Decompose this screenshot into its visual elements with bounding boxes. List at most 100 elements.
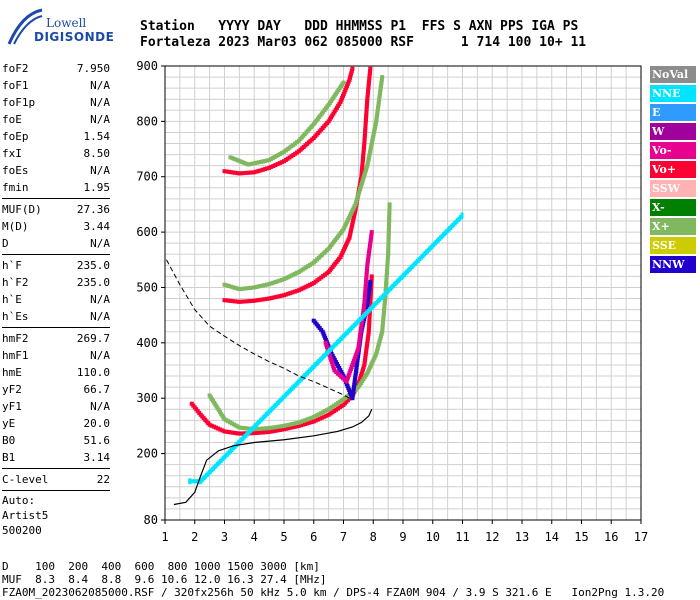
ionogram-trace-point [364,112,369,117]
ionogram-trace-point [366,252,371,257]
x-tick-label: 3 [221,530,228,544]
ionogram-trace-point [363,354,368,359]
param-label: h`E [2,293,22,306]
ionogram-trace-point [356,346,361,351]
param-label: yF1 [2,400,22,413]
ionogram-trace-point [349,68,354,73]
ionogram-trace-point [347,77,352,82]
param-value: N/A [90,293,110,306]
ionogram-trace-point [342,89,347,94]
ionogram-trace-point [301,418,306,423]
ionogram-trace-point [366,254,371,259]
ionogram-trace-point [365,297,370,302]
ionogram-trace-point [368,236,373,241]
ionogram-trace-point [385,265,390,270]
ionogram-trace-point [368,292,373,297]
ionogram-trace-point [350,393,355,398]
ionogram-trace-point [377,338,382,343]
ionogram-trace-point [258,297,263,302]
ionogram-trace-point [387,204,392,209]
ionogram-trace-point [353,369,358,374]
ionogram-trace-point [207,422,212,427]
ionogram-trace-point [362,360,367,365]
ionogram-trace-point [258,426,263,431]
ionogram-trace-point [367,288,372,293]
ionogram-trace-point [355,356,360,361]
ionogram-trace-point [361,154,366,159]
ionogram-trace-point [198,478,202,485]
ionogram-trace-point [361,174,366,179]
ionogram-trace-point [292,289,297,294]
ionogram-trace-point [367,316,372,321]
param-row: MUF(D) 27.36 [2,201,110,218]
ionogram-trace-point [331,364,336,369]
ionogram-trace-point [329,357,334,362]
ionogram-trace-point [382,300,387,305]
ionogram-trace-point [256,426,261,431]
ionogram-trace-point [365,97,370,102]
ionogram-trace-point [303,418,308,423]
ionogram-trace-point [224,283,229,288]
ionogram-trace-point [386,247,391,252]
ionogram-trace-point [362,295,367,300]
ionogram-trace-point [245,299,250,304]
ionogram-trace-point [361,367,366,372]
param-label: hmF2 [2,332,29,345]
ionogram-trace-point [337,365,342,370]
ionogram-trace-point [365,99,370,104]
y-tick-label: 80 [144,513,158,527]
ionogram-trace-point [384,283,389,288]
ionogram-trace-point [231,430,235,435]
ionogram-trace-point [353,376,358,381]
ionogram-trace-point [352,382,357,387]
ionogram-trace-point [296,423,301,428]
ionogram-trace-point [378,334,383,339]
ionogram-trace-point [348,75,353,80]
ionogram-trace-point [341,80,346,85]
ionogram-trace-point [248,285,252,290]
param-label: h`F [2,259,22,272]
ionogram-trace-point [363,284,368,289]
ionogram-trace-point [369,140,374,145]
logo-lowell-text: Lowell [46,16,87,30]
ionogram-trace-point [386,243,391,248]
ionogram-trace-point [368,279,373,284]
ionogram-trace-point [378,83,383,88]
ionogram-trace-point [387,208,392,213]
true-height-profile [173,409,373,506]
param-row: foF1 N/A [2,77,110,94]
param-note: Auto: [2,494,36,507]
ionogram-trace-point [356,344,361,349]
x-tick-label: 13 [515,530,529,544]
ionogram-trace-point [309,415,314,420]
param-label: foE [2,113,22,126]
ionogram-trace-point [361,145,366,150]
ionogram-trace-point [365,92,370,97]
ionogram-trace-point [361,306,366,311]
ionogram-trace-point [376,103,381,108]
ionogram-trace-point [362,302,367,307]
ionogram-trace-point [226,283,231,288]
ionogram-trace-point [248,170,252,175]
ionogram-trace-point [250,298,255,303]
ionogram-trace-point [366,293,371,298]
ionogram-trace-point [254,160,259,165]
ionogram-trace-point [362,297,367,302]
ionogram-trace-point [373,123,378,128]
x-tick-label: 14 [545,530,559,544]
ionogram-trace-point [292,421,297,426]
ionogram-trace-point [382,307,387,312]
ionogram-trace-point [385,263,390,268]
ionogram-trace-point [363,119,368,124]
ionogram-trace-point [377,92,382,97]
ionogram-trace-point [376,99,381,104]
ionogram-trace-point [347,390,352,395]
ionogram-trace-point [363,289,368,294]
param-label: yE [2,417,16,430]
ionogram-trace-point [226,430,231,435]
ionogram-trace-point [309,420,314,425]
ionogram-trace-point [338,99,343,104]
param-value: N/A [90,79,110,92]
logo-digisonde-text: DIGISONDE [34,30,115,44]
parameter-panel: foF2 7.950 foF1 N/A foF1p N/A foE N/A foEp 1.54 fx… [2,60,110,538]
